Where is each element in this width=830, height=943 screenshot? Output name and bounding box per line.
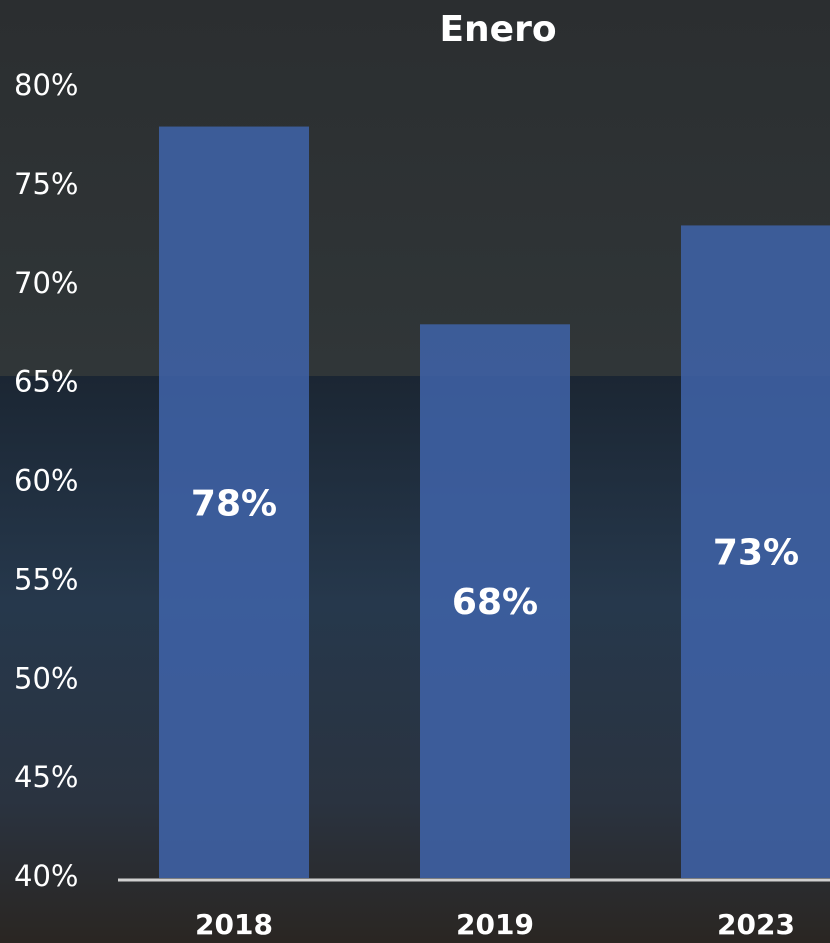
x-tick-label: 2023: [717, 908, 795, 941]
y-tick-label: 50%: [14, 661, 78, 695]
value-label: 78%: [191, 483, 277, 524]
y-tick-label: 70%: [14, 266, 78, 300]
value-label: 73%: [713, 533, 799, 574]
chart: Enero 40% 45% 50% 55% 60% 65% 70% 75% 80% 2018 78%…: [0, 0, 830, 943]
x-tick-label: 2018: [195, 908, 273, 941]
y-tick-label: 75%: [14, 167, 78, 201]
x-tick-label: 2019: [456, 908, 534, 941]
y-tick-label: 55%: [14, 562, 78, 596]
y-tick-label: 45%: [14, 760, 78, 794]
y-tick-label: 60%: [14, 464, 78, 498]
y-tick-label: 40%: [14, 859, 78, 893]
y-tick-label: 80%: [14, 68, 78, 102]
value-label: 68%: [452, 582, 538, 623]
y-tick-label: 65%: [14, 365, 78, 399]
chart-title: Enero: [439, 9, 556, 50]
